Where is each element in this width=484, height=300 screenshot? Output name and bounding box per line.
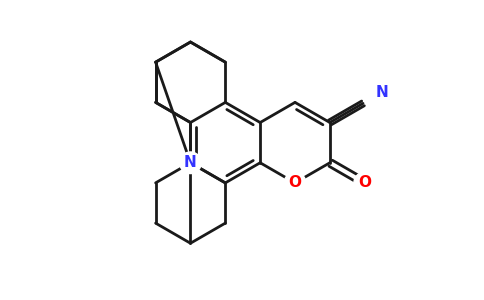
Text: O: O — [288, 176, 302, 190]
Circle shape — [371, 82, 393, 103]
Circle shape — [354, 172, 376, 194]
Text: O: O — [358, 176, 371, 190]
Text: N: N — [376, 85, 389, 100]
Circle shape — [284, 172, 306, 194]
Text: N: N — [184, 155, 197, 170]
Circle shape — [180, 152, 201, 174]
